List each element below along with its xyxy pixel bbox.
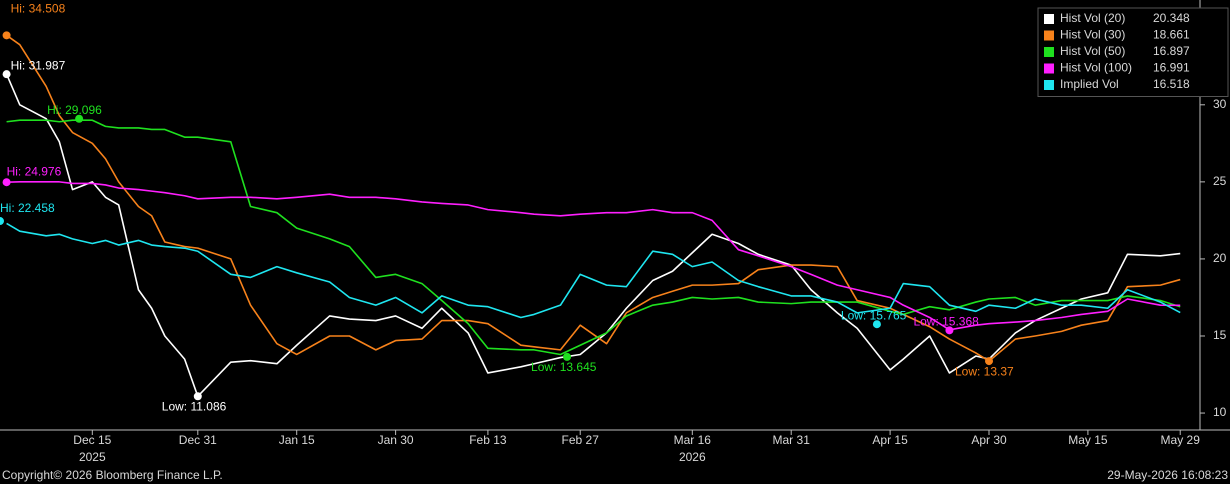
- x-tick-label: Jan 15: [279, 433, 315, 447]
- annotation-point: [2, 178, 11, 187]
- annotation-label: Hi: 22.458: [0, 201, 55, 215]
- annotation-point: [945, 326, 954, 335]
- annotation-point: [75, 114, 84, 123]
- y-tick-label: 25: [1213, 174, 1227, 188]
- x-tick-label: Mar 16: [674, 433, 712, 447]
- x-tick-label: Jan 30: [378, 433, 414, 447]
- plot-area: [5, 34, 1181, 398]
- x-year-label: 2025: [79, 450, 106, 464]
- annotation-point: [872, 320, 881, 329]
- annotation-label: Low: 13.645: [531, 360, 597, 374]
- legend-swatch: [1044, 63, 1054, 74]
- annotation-label: Low: 11.086: [162, 399, 227, 413]
- y-tick-label: 20: [1213, 251, 1227, 265]
- copyright: Copyright© 2026 Bloomberg Finance L.P.: [2, 468, 223, 482]
- y-tick-label: 10: [1213, 405, 1227, 419]
- x-tick-label: Dec 15: [73, 433, 111, 447]
- x-tick-label: May 29: [1161, 433, 1201, 447]
- legend-swatch: [1044, 47, 1054, 57]
- series-line: [5, 73, 1181, 398]
- legend-label: Hist Vol (20): [1060, 11, 1125, 25]
- annotation-point: [0, 217, 4, 226]
- x-tick-label: May 15: [1068, 433, 1108, 447]
- annotation-point: [2, 31, 11, 40]
- legend-value: 16.991: [1153, 61, 1190, 75]
- legend-swatch: [1044, 80, 1054, 90]
- series-line: [6, 181, 1181, 331]
- series-line: [6, 222, 1181, 319]
- x-tick-label: Feb 13: [469, 433, 507, 447]
- legend-swatch: [1044, 14, 1054, 24]
- legend-value: 16.897: [1153, 44, 1190, 58]
- legend-label: Hist Vol (100): [1060, 61, 1132, 75]
- annotation-point: [193, 392, 202, 401]
- annotation-label: Low: 13.37: [955, 364, 1014, 378]
- x-tick-label: Mar 31: [773, 433, 811, 447]
- x-tick-label: Dec 31: [179, 433, 217, 447]
- annotation-point: [563, 352, 572, 361]
- legend-swatch: [1044, 30, 1054, 41]
- x-tick-label: Apr 15: [872, 433, 908, 447]
- annotation-label: Low: 15.765: [841, 308, 907, 322]
- x-tick-label: Feb 27: [562, 433, 600, 447]
- legend-value: 16.518: [1153, 77, 1190, 91]
- y-tick-label: 30: [1213, 97, 1227, 111]
- legend-label: Hist Vol (50): [1060, 44, 1125, 58]
- x-tick-label: Apr 30: [971, 433, 1007, 447]
- x-year-label: 2026: [679, 450, 706, 464]
- annotation-label: Hi: 34.508: [11, 1, 66, 15]
- legend-label: Implied Vol: [1060, 77, 1119, 91]
- annotation-label: Low: 15.368: [913, 314, 979, 328]
- annotation-point: [985, 357, 994, 366]
- series-line: [6, 119, 1181, 356]
- legend-value: 20.348: [1153, 11, 1190, 25]
- y-tick-label: 15: [1213, 328, 1227, 342]
- timestamp: 29-May-2026 16:08:23: [1107, 468, 1228, 482]
- series-line: [6, 34, 1181, 362]
- annotation-point: [2, 70, 11, 79]
- legend-value: 18.661: [1153, 28, 1190, 42]
- annotation-label: Hi: 31.987: [11, 58, 66, 72]
- annotation-label: Hi: 24.976: [7, 164, 62, 178]
- annotation-label: Hi: 29.096: [47, 103, 102, 117]
- legend-label: Hist Vol (30): [1060, 28, 1125, 42]
- legend-box: [1037, 7, 1229, 97]
